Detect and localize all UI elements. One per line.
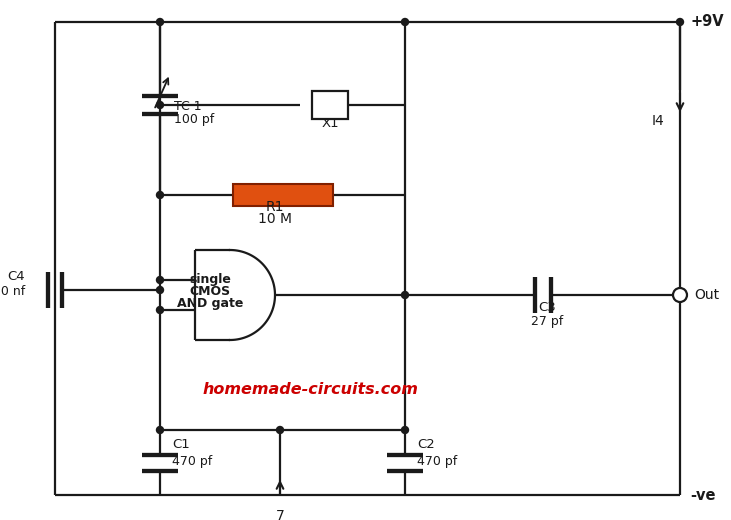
Circle shape bbox=[156, 19, 164, 25]
Circle shape bbox=[401, 426, 409, 434]
Circle shape bbox=[156, 191, 164, 199]
Text: X1: X1 bbox=[321, 117, 338, 130]
Text: I4: I4 bbox=[651, 114, 664, 128]
Text: Out: Out bbox=[694, 288, 719, 302]
Text: CMOS: CMOS bbox=[189, 285, 230, 298]
Circle shape bbox=[401, 19, 409, 25]
Circle shape bbox=[156, 101, 164, 109]
Text: AND gate: AND gate bbox=[177, 297, 243, 310]
Circle shape bbox=[676, 19, 683, 25]
Text: C3: C3 bbox=[539, 301, 556, 314]
Text: -ve: -ve bbox=[690, 488, 716, 502]
Circle shape bbox=[673, 288, 687, 302]
Text: 100 pf: 100 pf bbox=[174, 113, 214, 126]
Text: single: single bbox=[189, 273, 231, 286]
Text: +9V: +9V bbox=[690, 15, 724, 30]
Text: 100 nf: 100 nf bbox=[0, 285, 25, 298]
Circle shape bbox=[156, 426, 164, 434]
FancyBboxPatch shape bbox=[232, 184, 333, 206]
Text: 470 pf: 470 pf bbox=[417, 454, 458, 467]
Circle shape bbox=[276, 426, 284, 434]
FancyBboxPatch shape bbox=[312, 91, 348, 119]
Circle shape bbox=[156, 306, 164, 314]
Text: 7: 7 bbox=[276, 509, 284, 520]
Text: C2: C2 bbox=[417, 438, 435, 451]
Circle shape bbox=[156, 277, 164, 283]
Text: C4: C4 bbox=[7, 270, 25, 283]
Circle shape bbox=[401, 292, 409, 298]
Circle shape bbox=[156, 287, 164, 293]
Text: C1: C1 bbox=[172, 438, 190, 451]
Text: 27 pf: 27 pf bbox=[531, 315, 564, 328]
Text: 10 M: 10 M bbox=[257, 212, 292, 226]
Text: R1: R1 bbox=[265, 200, 284, 214]
Text: TC 1: TC 1 bbox=[174, 100, 202, 113]
Text: 470 pf: 470 pf bbox=[172, 454, 212, 467]
Text: homemade-circuits.com: homemade-circuits.com bbox=[202, 383, 418, 397]
